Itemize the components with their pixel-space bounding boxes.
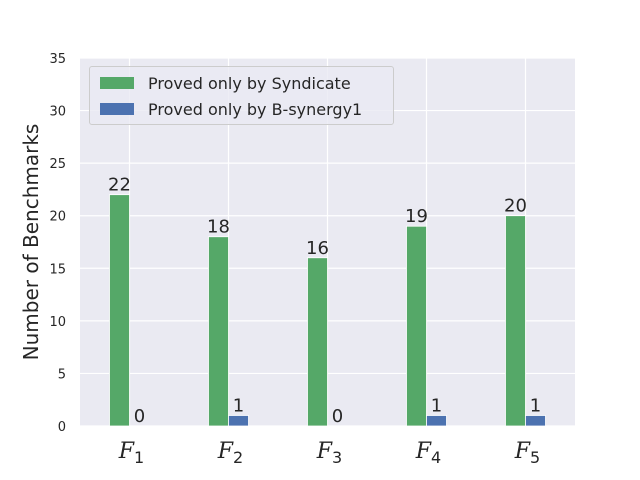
bar-value-labels: 22 18 16 19 20 0 1 0 1 1 bbox=[108, 175, 541, 427]
bars bbox=[109, 194, 546, 427]
x-tick-subscript: 5 bbox=[530, 448, 540, 467]
x-tick-label: F5 bbox=[514, 439, 540, 467]
bar-syndicate bbox=[109, 194, 130, 427]
x-tick-subscript: 3 bbox=[332, 448, 342, 467]
x-tick-label: F3 bbox=[316, 439, 342, 467]
x-axis-ticks: F1 F2 F3 F4 F5 bbox=[118, 439, 540, 467]
bar-label-syndicate: 18 bbox=[207, 217, 230, 238]
legend-item-bsynergy: Proved only by B-synergy1 bbox=[100, 99, 362, 119]
bar-label-bsynergy: 1 bbox=[233, 395, 244, 416]
x-tick-subscript: 4 bbox=[431, 448, 441, 467]
bar-label-syndicate: 20 bbox=[504, 196, 527, 217]
y-tick-label: 0 bbox=[58, 420, 66, 435]
legend-label-syndicate: Proved only by Syndicate bbox=[148, 73, 351, 93]
bar-label-syndicate: 16 bbox=[306, 238, 329, 259]
bar-bsynergy bbox=[426, 415, 447, 427]
x-tick-subscript: 1 bbox=[134, 448, 144, 467]
x-tick-subscript: 2 bbox=[233, 448, 243, 467]
x-tick-letter: F bbox=[118, 439, 135, 464]
y-tick-label: 35 bbox=[49, 52, 66, 67]
legend-label-bsynergy: Proved only by B-synergy1 bbox=[148, 99, 363, 119]
bar-label-bsynergy: 0 bbox=[332, 406, 343, 427]
legend-item-syndicate: Proved only by Syndicate bbox=[100, 73, 351, 93]
y-tick-label: 30 bbox=[49, 105, 66, 120]
y-tick-label: 10 bbox=[49, 315, 66, 330]
bar-label-syndicate: 19 bbox=[405, 206, 428, 227]
bar-syndicate bbox=[505, 215, 526, 427]
bar-syndicate bbox=[208, 236, 229, 427]
x-tick-letter: F bbox=[217, 439, 234, 464]
bar-syndicate bbox=[406, 225, 427, 427]
x-tick-label: F2 bbox=[217, 439, 243, 467]
legend-swatch-syndicate bbox=[100, 77, 134, 89]
bar-syndicate bbox=[307, 257, 328, 427]
x-tick-letter: F bbox=[415, 439, 432, 464]
y-tick-label: 15 bbox=[49, 262, 66, 277]
bar-label-bsynergy: 1 bbox=[530, 395, 541, 416]
x-tick-label: F1 bbox=[118, 439, 144, 467]
legend-swatch-bsynergy bbox=[100, 103, 134, 115]
y-axis-ticks: 0 5 10 15 20 25 30 35 bbox=[49, 52, 66, 435]
y-tick-label: 20 bbox=[49, 210, 66, 225]
legend: Proved only by Syndicate Proved only by … bbox=[89, 66, 394, 125]
y-axis-label: Number of Benchmarks bbox=[19, 124, 43, 361]
bar-label-bsynergy: 0 bbox=[134, 406, 145, 427]
y-tick-label: 25 bbox=[49, 157, 66, 172]
x-tick-letter: F bbox=[514, 439, 531, 464]
bar-label-bsynergy: 1 bbox=[431, 395, 442, 416]
y-tick-label: 5 bbox=[58, 367, 66, 382]
bar-label-syndicate: 22 bbox=[108, 175, 131, 196]
x-tick-label: F4 bbox=[415, 439, 441, 467]
bar-bsynergy bbox=[525, 415, 546, 427]
bar-bsynergy bbox=[228, 415, 249, 427]
x-tick-letter: F bbox=[316, 439, 333, 464]
